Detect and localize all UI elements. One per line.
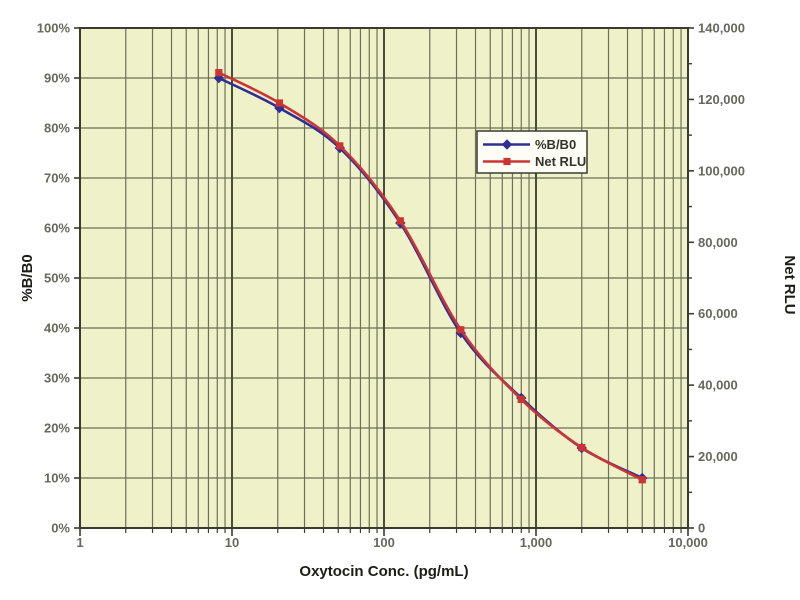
- right-axis-title: Net RLU: [781, 255, 798, 314]
- plot-area: 0% 10% 20% 30% 40% 50% 60% 70% 80% 90% 100% 0 20,000…: [37, 21, 745, 551]
- left-tick-label: 20%: [44, 421, 70, 436]
- left-tick-label: 90%: [44, 71, 70, 86]
- left-tick-label: 0%: [51, 521, 70, 536]
- x-tick-label: 10: [225, 535, 239, 550]
- left-tick-label: 50%: [44, 271, 70, 286]
- data-series: [213, 69, 648, 484]
- right-tick-label: 40,000: [698, 378, 738, 393]
- x-tick-label: 100: [373, 535, 395, 550]
- right-tick-label: 0: [698, 521, 705, 536]
- x-tick-label: 1,000: [520, 535, 553, 550]
- legend-box: [476, 130, 588, 174]
- x-axis-title: Oxytocin Conc. (pg/mL): [299, 563, 468, 580]
- right-tick-label: 80,000: [698, 235, 738, 250]
- left-tick-label: 100%: [37, 21, 71, 36]
- legend-label-netrlu: Net RLU: [535, 154, 586, 169]
- right-tick-label: 60,000: [698, 306, 738, 321]
- right-tick-label: 140,000: [698, 21, 745, 36]
- x-tick-label: 1: [76, 535, 83, 550]
- x-tick-label: 10,000: [668, 535, 708, 550]
- left-tick-label: 10%: [44, 471, 70, 486]
- left-tick-label: 30%: [44, 371, 70, 386]
- legend-markers: [483, 139, 530, 166]
- left-tick-label: 70%: [44, 171, 70, 186]
- right-tick-label: 120,000: [698, 92, 745, 107]
- right-tick-label: 100,000: [698, 163, 745, 178]
- right-tick-label: 20,000: [698, 449, 738, 464]
- left-tick-label: 80%: [44, 121, 70, 136]
- left-tick-label: 60%: [44, 221, 70, 236]
- legend-label-bb0: %B/B0: [535, 137, 576, 152]
- left-axis-title: %B/B0: [19, 254, 36, 302]
- left-tick-label: 40%: [44, 321, 70, 336]
- legend: %B/B0 Net RLU: [476, 130, 588, 174]
